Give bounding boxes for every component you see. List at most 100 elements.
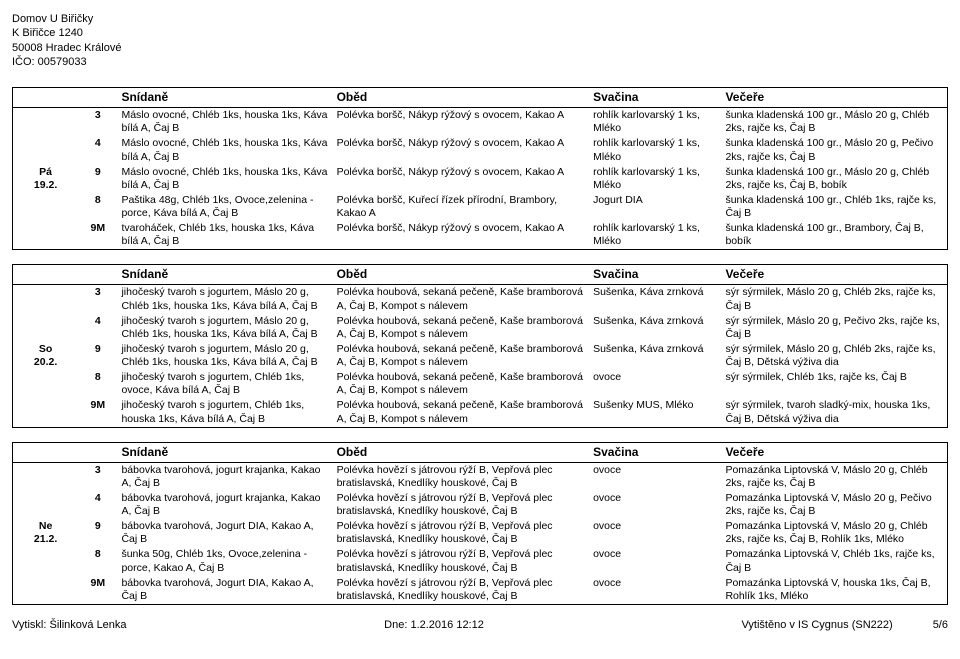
menu-tables: SnídaněObědSvačinaVečeřePá19.2.3Máslo ov…	[12, 87, 948, 605]
menu-row: Pá19.2.3Máslo ovocné, Chléb 1ks, houska …	[13, 108, 948, 137]
cell-snack: Sušenka, Káva zrnková	[589, 342, 721, 370]
diet-number: 3	[78, 108, 117, 137]
diet-number: 9	[78, 519, 117, 547]
col-snack: Svačina	[589, 442, 721, 462]
cell-snack: Jogurt DIA	[589, 193, 721, 221]
cell-dinner: sýr sýrmilek, Máslo 20 g, Chléb 2ks, raj…	[721, 285, 947, 314]
cell-breakfast: jihočeský tvaroh s jogurtem, Chléb 1ks, …	[117, 370, 332, 398]
menu-row: 8šunka 50g, Chléb 1ks, Ovoce,zelenina - …	[13, 547, 948, 575]
cell-breakfast: jihočeský tvaroh s jogurtem, Máslo 20 g,…	[117, 342, 332, 370]
org-name: Domov U Biřičky	[12, 12, 948, 26]
diet-number: 3	[78, 285, 117, 314]
cell-breakfast: bábovka tvarohová, jogurt krajanka, Kaka…	[117, 491, 332, 519]
cell-snack: ovoce	[589, 370, 721, 398]
cell-breakfast: tvaroháček, Chléb 1ks, houska 1ks, Káva …	[117, 221, 332, 250]
col-breakfast: Snídaně	[117, 265, 332, 285]
col-lunch: Oběd	[333, 442, 590, 462]
cell-dinner: šunka kladenská 100 gr., Máslo 20 g, Chl…	[721, 108, 947, 137]
cell-snack: rohlík karlovarský 1 ks, Mléko	[589, 108, 721, 137]
menu-row: 4jihočeský tvaroh s jogurtem, Máslo 20 g…	[13, 314, 948, 342]
cell-breakfast: Máslo ovocné, Chléb 1ks, houska 1ks, Káv…	[117, 165, 332, 193]
day-label: Ne21.2.	[13, 462, 79, 604]
cell-dinner: šunka kladenská 100 gr., Chléb 1ks, rajč…	[721, 193, 947, 221]
menu-row: Ne21.2.3bábovka tvarohová, jogurt krajan…	[13, 462, 948, 491]
cell-lunch: Polévka houbová, sekaná pečeně, Kaše bra…	[333, 285, 590, 314]
footer-page: 5/6	[933, 619, 948, 631]
diet-number: 8	[78, 547, 117, 575]
cell-breakfast: bábovka tvarohová, Jogurt DIA, Kakao A, …	[117, 576, 332, 605]
diet-number: 4	[78, 136, 117, 164]
cell-dinner: šunka kladenská 100 gr., Brambory, Čaj B…	[721, 221, 947, 250]
menu-row: 8Paštika 48g, Chléb 1ks, Ovoce,zelenina …	[13, 193, 948, 221]
cell-dinner: sýr sýrmilek, Máslo 20 g, Chléb 2ks, raj…	[721, 342, 947, 370]
cell-breakfast: bábovka tvarohová, Jogurt DIA, Kakao A, …	[117, 519, 332, 547]
menu-row: So20.2.3jihočeský tvaroh s jogurtem, Más…	[13, 285, 948, 314]
footer-app: Vytištěno v IS Cygnus (SN222)	[741, 619, 892, 631]
cell-lunch: Polévka hovězí s játrovou rýží B, Vepřov…	[333, 491, 590, 519]
cell-snack: ovoce	[589, 462, 721, 491]
cell-lunch: Polévka hovězí s játrovou rýží B, Vepřov…	[333, 519, 590, 547]
cell-lunch: Polévka boršč, Nákyp rýžový s ovocem, Ka…	[333, 136, 590, 164]
cell-dinner: šunka kladenská 100 gr., Máslo 20 g, Chl…	[721, 165, 947, 193]
col-breakfast: Snídaně	[117, 442, 332, 462]
menu-row: 9Mjihočeský tvaroh s jogurtem, Chléb 1ks…	[13, 398, 948, 427]
cell-snack: ovoce	[589, 519, 721, 547]
cell-lunch: Polévka hovězí s játrovou rýží B, Vepřov…	[333, 547, 590, 575]
diet-number: 8	[78, 193, 117, 221]
col-dinner: Večeře	[721, 265, 947, 285]
col-lunch: Oběd	[333, 88, 590, 108]
cell-breakfast: jihočeský tvaroh s jogurtem, Máslo 20 g,…	[117, 285, 332, 314]
day-label: Pá19.2.	[13, 108, 79, 250]
menu-row: 9Máslo ovocné, Chléb 1ks, houska 1ks, Ká…	[13, 165, 948, 193]
cell-snack: Sušenka, Káva zrnková	[589, 314, 721, 342]
diet-number: 9M	[78, 221, 117, 250]
cell-snack: Sušenky MUS, Mléko	[589, 398, 721, 427]
col-breakfast: Snídaně	[117, 88, 332, 108]
cell-dinner: Pomazánka Liptovská V, Máslo 20 g, Pečiv…	[721, 491, 947, 519]
cell-dinner: sýr sýrmilek, Máslo 20 g, Pečivo 2ks, ra…	[721, 314, 947, 342]
col-lunch: Oběd	[333, 265, 590, 285]
cell-breakfast: Máslo ovocné, Chléb 1ks, houska 1ks, Káv…	[117, 108, 332, 137]
cell-dinner: Pomazánka Liptovská V, Máslo 20 g, Chléb…	[721, 519, 947, 547]
diet-number: 8	[78, 370, 117, 398]
cell-lunch: Polévka boršč, Nákyp rýžový s ovocem, Ka…	[333, 108, 590, 137]
org-header: Domov U Biřičky K Biřičce 1240 50008 Hra…	[12, 12, 948, 69]
diet-number: 9M	[78, 576, 117, 605]
cell-lunch: Polévka boršč, Nákyp rýžový s ovocem, Ka…	[333, 165, 590, 193]
org-ico: IČO: 00579033	[12, 55, 948, 69]
org-street: K Biřičce 1240	[12, 26, 948, 40]
diet-number: 4	[78, 314, 117, 342]
cell-lunch: Polévka houbová, sekaná pečeně, Kaše bra…	[333, 314, 590, 342]
cell-lunch: Polévka hovězí s játrovou rýží B, Vepřov…	[333, 576, 590, 605]
menu-row: 9Mbábovka tvarohová, Jogurt DIA, Kakao A…	[13, 576, 948, 605]
cell-breakfast: Paštika 48g, Chléb 1ks, Ovoce,zelenina -…	[117, 193, 332, 221]
cell-snack: ovoce	[589, 547, 721, 575]
day-table: SnídaněObědSvačinaVečeřeSo20.2.3jihočesk…	[12, 264, 948, 427]
cell-lunch: Polévka houbová, sekaná pečeně, Kaše bra…	[333, 370, 590, 398]
diet-number: 9	[78, 165, 117, 193]
cell-breakfast: Máslo ovocné, Chléb 1ks, houska 1ks, Káv…	[117, 136, 332, 164]
day-label: So20.2.	[13, 285, 79, 427]
cell-breakfast: jihočeský tvaroh s jogurtem, Chléb 1ks, …	[117, 398, 332, 427]
org-city: 50008 Hradec Králové	[12, 41, 948, 55]
col-snack: Svačina	[589, 88, 721, 108]
cell-breakfast: bábovka tvarohová, jogurt krajanka, Kaka…	[117, 462, 332, 491]
diet-number: 9	[78, 342, 117, 370]
footer-date: Dne: 1.2.2016 12:12	[384, 619, 484, 631]
diet-number: 9M	[78, 398, 117, 427]
cell-snack: Sušenka, Káva zrnková	[589, 285, 721, 314]
cell-snack: rohlík karlovarský 1 ks, Mléko	[589, 221, 721, 250]
page-footer: Vytiskl: Šilinková Lenka Dne: 1.2.2016 1…	[12, 619, 948, 631]
cell-lunch: Polévka houbová, sekaná pečeně, Kaše bra…	[333, 342, 590, 370]
menu-row: 8jihočeský tvaroh s jogurtem, Chléb 1ks,…	[13, 370, 948, 398]
cell-dinner: Pomazánka Liptovská V, Chléb 1ks, rajče …	[721, 547, 947, 575]
menu-row: 4Máslo ovocné, Chléb 1ks, houska 1ks, Ká…	[13, 136, 948, 164]
cell-lunch: Polévka hovězí s játrovou rýží B, Vepřov…	[333, 462, 590, 491]
cell-breakfast: šunka 50g, Chléb 1ks, Ovoce,zelenina - p…	[117, 547, 332, 575]
col-dinner: Večeře	[721, 88, 947, 108]
cell-lunch: Polévka houbová, sekaná pečeně, Kaše bra…	[333, 398, 590, 427]
cell-breakfast: jihočeský tvaroh s jogurtem, Máslo 20 g,…	[117, 314, 332, 342]
diet-number: 4	[78, 491, 117, 519]
cell-dinner: Pomazánka Liptovská V, houska 1ks, Čaj B…	[721, 576, 947, 605]
cell-snack: rohlík karlovarský 1 ks, Mléko	[589, 136, 721, 164]
